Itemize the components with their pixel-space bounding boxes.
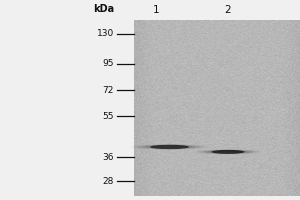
Ellipse shape (199, 150, 257, 154)
Text: 130: 130 (97, 29, 114, 38)
Ellipse shape (147, 145, 192, 148)
Ellipse shape (138, 145, 201, 149)
Text: 28: 28 (103, 177, 114, 186)
Ellipse shape (209, 150, 247, 153)
Ellipse shape (217, 152, 240, 153)
Ellipse shape (212, 151, 244, 153)
Ellipse shape (204, 150, 252, 154)
Ellipse shape (144, 145, 195, 149)
Ellipse shape (156, 147, 183, 148)
Text: 72: 72 (103, 86, 114, 95)
Ellipse shape (202, 150, 254, 154)
Text: 55: 55 (103, 112, 114, 121)
Ellipse shape (206, 150, 250, 153)
Ellipse shape (150, 146, 189, 148)
Text: kDa: kDa (93, 4, 114, 14)
Ellipse shape (141, 145, 198, 149)
Text: 2: 2 (225, 5, 231, 15)
Ellipse shape (212, 150, 244, 154)
Text: 36: 36 (103, 153, 114, 162)
Ellipse shape (150, 145, 189, 149)
Text: 95: 95 (103, 59, 114, 68)
Text: 1: 1 (153, 5, 159, 15)
